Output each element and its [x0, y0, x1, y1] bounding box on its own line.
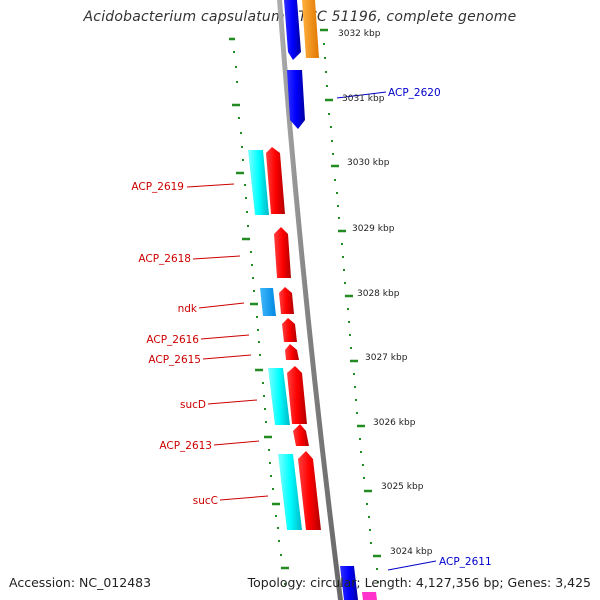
gene-arrow-acp-2620[interactable] [287, 70, 305, 129]
cog-bar-acp-2619[interactable] [248, 150, 269, 215]
scale-label: 3032 kbp [338, 29, 381, 39]
scale-label: 3028 kbp [357, 289, 400, 299]
scale-label: 3031 kbp [342, 94, 385, 104]
right-leader-lines [336, 91, 437, 571]
gene-arrow-magenta-bottom[interactable] [362, 592, 377, 600]
gene-labels-left: ACP_2619 ACP_2618 ndk ACP_2616 ACP_2615 … [131, 181, 218, 507]
gene-arrow-succ[interactable] [298, 451, 321, 530]
gene-arrow-acp-2611[interactable] [340, 566, 358, 600]
gene-arrow-acp-2615[interactable] [285, 344, 299, 360]
outer-tick-track [320, 28, 381, 583]
gene-label-acp-2619[interactable]: ACP_2619 [131, 181, 184, 193]
scale-label: 3030 kbp [347, 158, 390, 168]
cog-bar-ndk[interactable] [260, 288, 276, 316]
gene-labels-right: ACP_2620 ACP_2611 [388, 87, 492, 568]
scale-label: 3024 kbp [390, 547, 433, 557]
gene-arrow-sucd[interactable] [287, 366, 307, 424]
gene-label-acp-2613[interactable]: ACP_2613 [159, 440, 212, 452]
scale-labels: 3032 kbp 3031 kbp 3030 kbp 3029 kbp 3028… [338, 29, 433, 557]
gene-label-acp-2616[interactable]: ACP_2616 [146, 334, 199, 346]
genome-backbone [277, 0, 343, 600]
cog-bar-succ[interactable] [278, 454, 302, 530]
scale-label: 3026 kbp [373, 418, 416, 428]
gene-arrow-acp-2619[interactable] [266, 147, 285, 214]
map-title: Acidobacterium capsulatum ATCC 51196, co… [83, 9, 517, 25]
gene-label-ndk[interactable]: ndk [178, 303, 198, 315]
gene-label-succ[interactable]: sucC [193, 495, 218, 507]
scale-label: 3025 kbp [381, 482, 424, 492]
gene-label-acp-2618[interactable]: ACP_2618 [138, 253, 191, 265]
cog-bar-sucd[interactable] [268, 368, 290, 425]
scale-label: 3027 kbp [365, 353, 408, 363]
left-leader-lines [186, 183, 269, 501]
gene-arrow-orange-top[interactable] [302, 0, 319, 58]
gene-arrow-acp-2618[interactable] [274, 227, 291, 278]
gene-label-sucd[interactable]: sucD [180, 399, 206, 411]
gene-label-acp-2615[interactable]: ACP_2615 [148, 354, 201, 366]
scale-label: 3029 kbp [352, 224, 395, 234]
inner-tick-track [229, 37, 289, 585]
gene-label-acp-2611[interactable]: ACP_2611 [439, 556, 492, 568]
genome-summary-text: Topology: circular; Length: 4,127,356 bp… [247, 575, 591, 590]
gene-arrow-ndk[interactable] [279, 287, 294, 314]
gene-arrow-reverse-top[interactable] [284, 0, 301, 60]
gene-label-acp-2620[interactable]: ACP_2620 [388, 87, 441, 99]
accession-text: Accession: NC_012483 [9, 575, 152, 590]
gene-arrow-acp-2616[interactable] [282, 318, 297, 342]
gene-arrow-acp-2613[interactable] [293, 424, 309, 446]
